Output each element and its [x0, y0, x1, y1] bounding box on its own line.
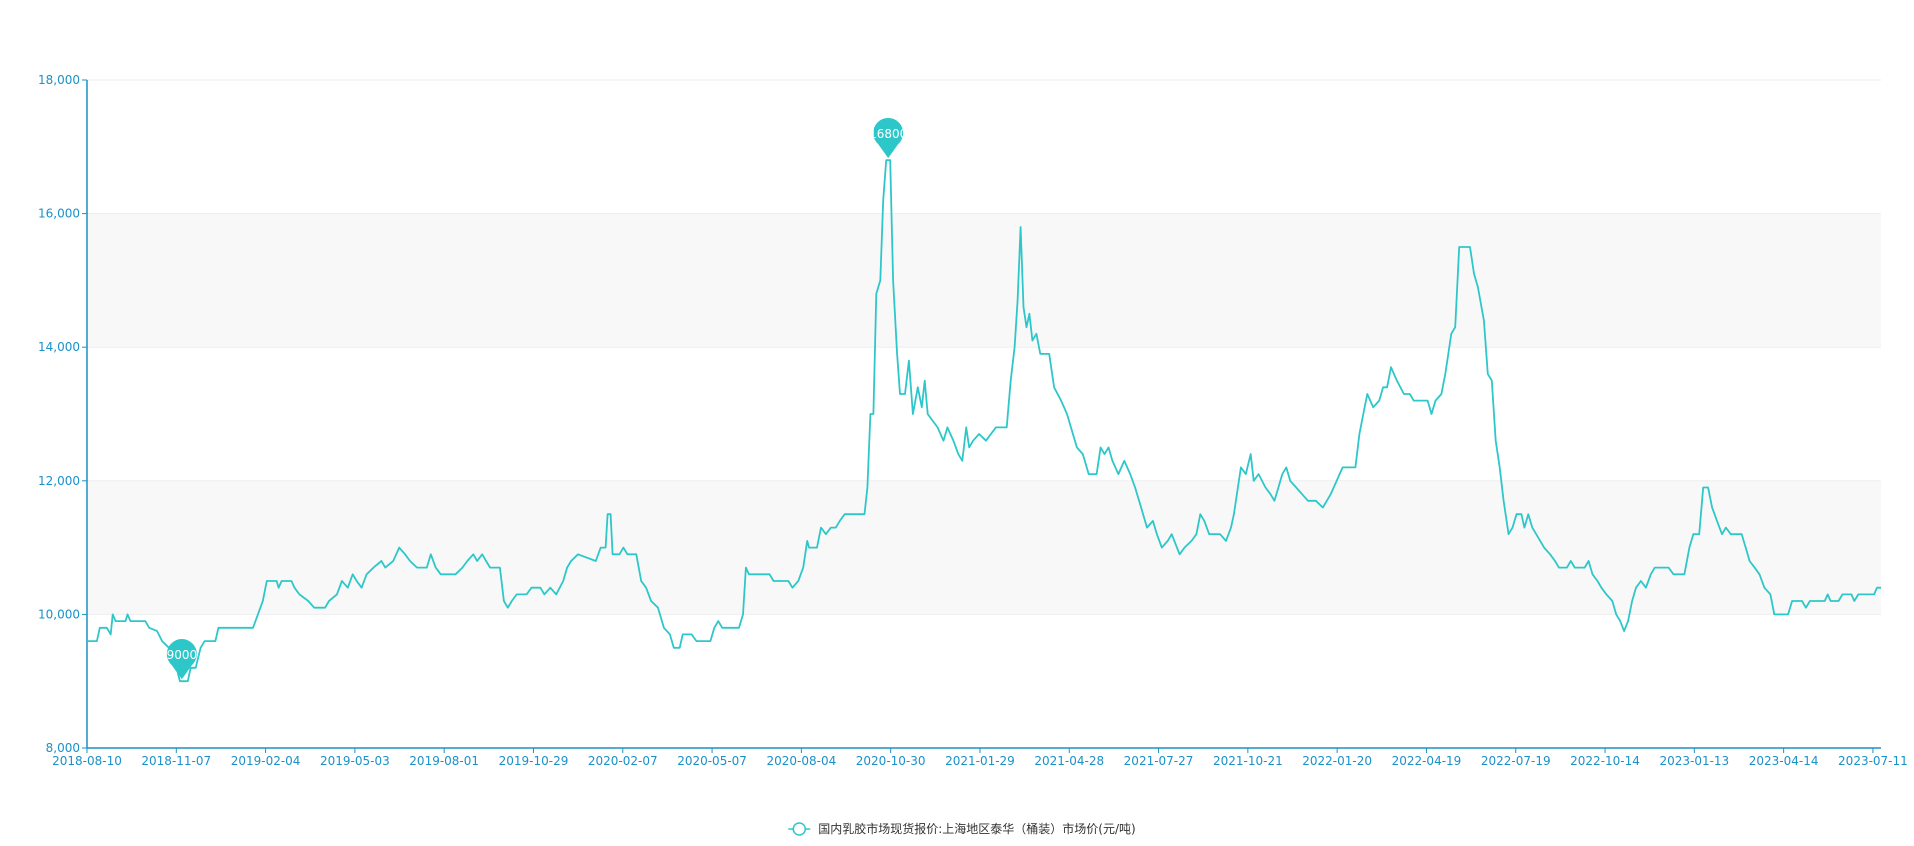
grid-band: [87, 80, 1881, 214]
legend-label: 国内乳胶市场现货报价:上海地区泰华（桶装）市场价(元/吨): [818, 821, 1135, 836]
x-tick-label: 2019-10-29: [499, 754, 569, 768]
marker-pin: [166, 639, 197, 680]
y-tick-label: 18,000: [38, 73, 80, 87]
x-axis: 2018-08-10 2018-11-07 2019-02-04 2019-05-03…: [52, 747, 1908, 768]
series-group: [87, 159, 1881, 683]
marker-label: 9000: [167, 648, 198, 662]
x-tick-label: 2021-10-21: [1213, 754, 1283, 768]
grid-band: [87, 480, 1881, 615]
grid-band: [87, 213, 1881, 348]
x-tick-label: 2023-07-11: [1838, 754, 1908, 768]
grid-band: [87, 347, 1881, 481]
y-tick-label: 12,000: [38, 474, 80, 488]
x-tick-label: 2022-07-19: [1481, 754, 1551, 768]
x-tick-label: 2020-08-04: [766, 754, 836, 768]
x-tick-label: 2021-07-27: [1124, 754, 1194, 768]
x-tick-label: 2019-08-01: [409, 754, 479, 768]
legend-circle-icon: [792, 822, 807, 836]
y-tick-label: 16,000: [38, 207, 80, 221]
x-tick-label: 2020-02-07: [588, 754, 658, 768]
x-tick-label: 2019-05-03: [320, 754, 390, 768]
y-axis: 8,000 10,000 12,000 14,000 16,000 18,000: [38, 73, 88, 755]
x-tick-label: 2022-10-14: [1570, 754, 1640, 768]
grid-bands: [87, 80, 1881, 748]
marker-pin: [873, 117, 904, 159]
marker-group: 16800 9000: [166, 117, 907, 680]
x-tick-label: 2023-04-14: [1749, 754, 1819, 768]
series-line: [87, 159, 1881, 683]
grid-band: [87, 614, 1881, 748]
x-tick-label: 2021-04-28: [1034, 754, 1104, 768]
x-tick-label: 2023-01-13: [1659, 754, 1729, 768]
y-tick-label: 14,000: [38, 340, 80, 354]
x-tick-label: 2022-04-19: [1392, 754, 1462, 768]
x-tick-label: 2022-01-20: [1302, 754, 1372, 768]
x-tick-label: 2021-01-29: [945, 754, 1015, 768]
legend[interactable]: 国内乳胶市场现货报价:上海地区泰华（桶装）市场价(元/吨): [788, 821, 1136, 836]
x-tick-label: 2020-05-07: [677, 754, 747, 768]
y-tick-label: 10,000: [38, 607, 80, 621]
x-tick-label: 2019-02-04: [231, 754, 301, 768]
x-tick-label: 2020-10-30: [856, 754, 926, 768]
x-tick-label: 2018-11-07: [141, 754, 211, 768]
x-tick-label: 2018-08-10: [52, 754, 122, 768]
y-tick-label: 8,000: [46, 741, 80, 755]
marker-label: 16800: [869, 127, 907, 141]
